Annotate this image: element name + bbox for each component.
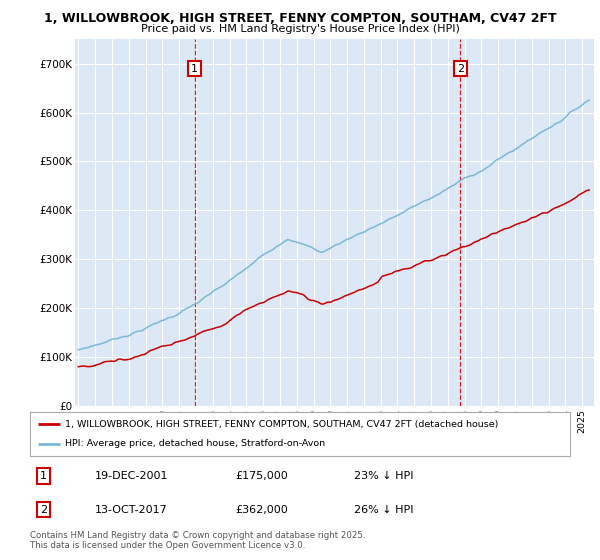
Text: 2: 2 xyxy=(40,505,47,515)
Text: 2: 2 xyxy=(457,63,464,73)
Text: 13-OCT-2017: 13-OCT-2017 xyxy=(95,505,167,515)
Text: 26% ↓ HPI: 26% ↓ HPI xyxy=(354,505,413,515)
Text: £362,000: £362,000 xyxy=(235,505,288,515)
Text: Contains HM Land Registry data © Crown copyright and database right 2025.
This d: Contains HM Land Registry data © Crown c… xyxy=(30,531,365,550)
Text: 1: 1 xyxy=(191,63,198,73)
Text: 1, WILLOWBROOK, HIGH STREET, FENNY COMPTON, SOUTHAM, CV47 2FT (detached house): 1, WILLOWBROOK, HIGH STREET, FENNY COMPT… xyxy=(65,419,499,428)
Text: Price paid vs. HM Land Registry's House Price Index (HPI): Price paid vs. HM Land Registry's House … xyxy=(140,24,460,34)
Text: 1, WILLOWBROOK, HIGH STREET, FENNY COMPTON, SOUTHAM, CV47 2FT: 1, WILLOWBROOK, HIGH STREET, FENNY COMPT… xyxy=(44,12,556,25)
Text: £175,000: £175,000 xyxy=(235,471,288,481)
Text: HPI: Average price, detached house, Stratford-on-Avon: HPI: Average price, detached house, Stra… xyxy=(65,440,325,449)
Text: 1: 1 xyxy=(40,471,47,481)
Text: 23% ↓ HPI: 23% ↓ HPI xyxy=(354,471,413,481)
Text: 19-DEC-2001: 19-DEC-2001 xyxy=(95,471,168,481)
